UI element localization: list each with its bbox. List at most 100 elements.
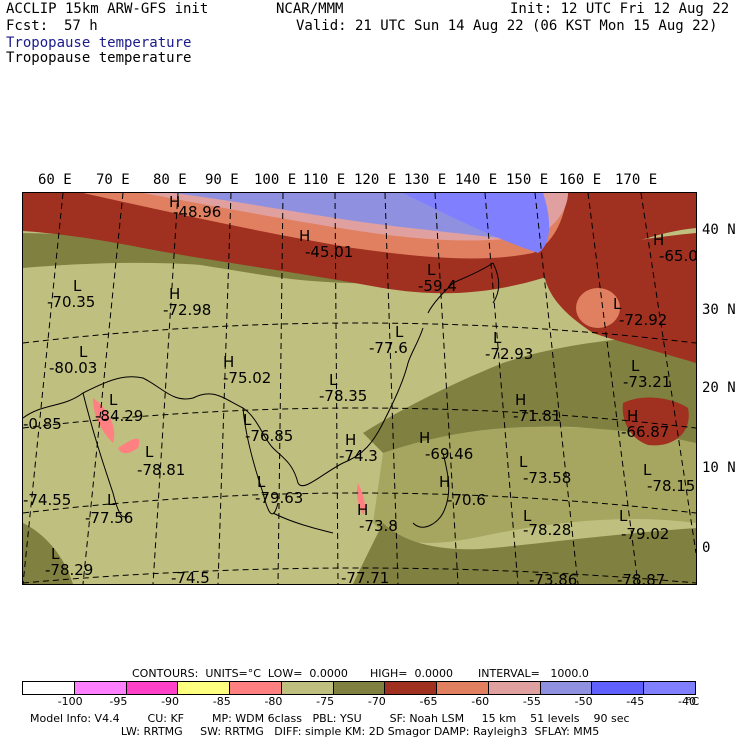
high-value: -48.96 — [173, 203, 222, 221]
low-value: -73.58 — [523, 469, 572, 487]
low-value: -73.21 — [623, 373, 672, 391]
lon-label: 80 E — [153, 172, 187, 188]
low-value: -78.15 — [647, 477, 696, 495]
contours-high: HIGH= 0.0000 — [370, 667, 454, 680]
low-value: -84.29 — [95, 407, 144, 425]
low-marker: L — [643, 461, 652, 479]
colorbar-tick-label: -80 — [264, 695, 283, 708]
low-marker: L — [613, 295, 622, 313]
low-value: -78.87 — [617, 571, 666, 585]
shading-red-block — [543, 233, 696, 363]
high-value: -74.3 — [339, 447, 378, 465]
low-value: -59.4 — [418, 277, 457, 295]
high-marker: H — [299, 227, 311, 245]
lat-label: 20 N — [702, 380, 736, 396]
colorbar-tick-label: -85 — [212, 695, 231, 708]
init-time: Init: 12 UTC Fri 12 Aug 22 — [510, 1, 730, 17]
lon-label: 60 E — [38, 172, 72, 188]
color-scale-swatch — [592, 682, 645, 694]
low-marker: L — [523, 507, 532, 525]
lat-label: 0 — [702, 540, 711, 556]
color-scale-swatch — [230, 682, 282, 694]
high-marker: H — [627, 407, 639, 425]
colorbar-unit: °C — [686, 695, 700, 708]
low-value: -78.28 — [523, 521, 572, 539]
low-marker: L — [109, 391, 118, 409]
contours-interval: INTERVAL= 1000.0 — [478, 667, 589, 680]
shading-dark-band — [23, 523, 73, 584]
colorbar-tick-label: -90 — [161, 695, 180, 708]
lon-label: 90 E — [205, 172, 239, 188]
lon-label: 130 E — [404, 172, 447, 188]
low-marker: L — [51, 545, 60, 563]
color-scale-swatch — [126, 682, 179, 694]
low-marker: L — [107, 491, 116, 509]
high-marker: H — [515, 391, 527, 409]
lon-label: 160 E — [559, 172, 602, 188]
lon-label: 140 E — [455, 172, 498, 188]
high-value: -45.01 — [305, 243, 354, 261]
tropopause-temperature-map — [23, 193, 696, 584]
color-scale-swatch — [333, 682, 386, 694]
org-label: NCAR/MMM — [276, 1, 344, 17]
lat-label: 30 N — [702, 302, 736, 318]
colorbar-tick-label: -75 — [316, 695, 335, 708]
high-value: -75.02 — [223, 369, 272, 387]
low-marker: L — [73, 277, 82, 295]
shading-blue-band — [403, 193, 550, 253]
colorbar-tick-label: -45 — [626, 695, 645, 708]
high-marker: H — [357, 501, 369, 519]
high-value: -71.81 — [513, 407, 562, 425]
high-marker: H — [169, 285, 181, 303]
field-title-shaded: Tropopause temperature — [6, 35, 192, 51]
lon-label: 110 E — [303, 172, 346, 188]
forecast-hour: 57 h — [64, 18, 98, 34]
shading-cold-spot — [118, 438, 140, 454]
lon-label: 170 E — [615, 172, 658, 188]
model-info-line-2: LW: RRTMG SW: RRTMG DIFF: simple KM: 2D … — [30, 725, 600, 738]
low-marker: L — [257, 473, 266, 491]
lon-label: 70 E — [96, 172, 130, 188]
colorbar-tick-label: -55 — [522, 695, 541, 708]
low-value: -74.55 — [23, 491, 72, 509]
colorbar-tick-label: -60 — [471, 695, 490, 708]
color-scale-swatch — [178, 682, 231, 694]
lon-label: 120 E — [354, 172, 397, 188]
lat-label: 40 N — [702, 222, 736, 238]
lat-label: 10 N — [702, 460, 736, 476]
high-value: -70.6 — [447, 491, 486, 509]
low-marker: L — [395, 323, 404, 341]
color-scale-swatch — [74, 682, 127, 694]
colorbar-tick-label: -65 — [419, 695, 438, 708]
low-value: -0.85 — [23, 415, 62, 433]
color-scale-swatch — [644, 682, 695, 694]
field-title-contour: Tropopause temperature — [6, 50, 192, 66]
low-value: -74.5 — [171, 569, 210, 585]
colorbar-tick-label: -70 — [367, 695, 386, 708]
color-scale-swatch — [540, 682, 593, 694]
low-marker: L — [145, 443, 154, 461]
low-value: -80.03 — [49, 359, 98, 377]
low-value: -77.71 — [341, 569, 390, 585]
low-value: -72.92 — [619, 311, 668, 329]
low-value: -77.56 — [85, 509, 134, 527]
low-marker: L — [631, 357, 640, 375]
shading-dark-band — [23, 233, 223, 268]
shading-dark-band — [353, 523, 696, 584]
contours-units: CONTOURS: UNITS=°C LOW= 0.0000 — [132, 667, 348, 680]
lon-label: 100 E — [254, 172, 297, 188]
high-value: -73.8 — [359, 517, 398, 535]
colorbar-tick-label: -50 — [574, 695, 593, 708]
low-marker: L — [427, 261, 436, 279]
low-marker: L — [329, 371, 338, 389]
low-value: -72.93 — [485, 345, 534, 363]
color-scale-swatch — [488, 682, 541, 694]
color-scale-swatch — [23, 682, 75, 694]
model-info-line-1: Model Info: V4.4 CU: KF MP: WDM 6class P… — [30, 712, 630, 725]
low-value: -78.29 — [45, 561, 94, 579]
color-scale-bar — [22, 681, 696, 695]
shading-dark-band — [23, 233, 696, 453]
coastlines — [23, 262, 500, 534]
low-marker: L — [619, 507, 628, 525]
low-marker: L — [519, 453, 528, 471]
